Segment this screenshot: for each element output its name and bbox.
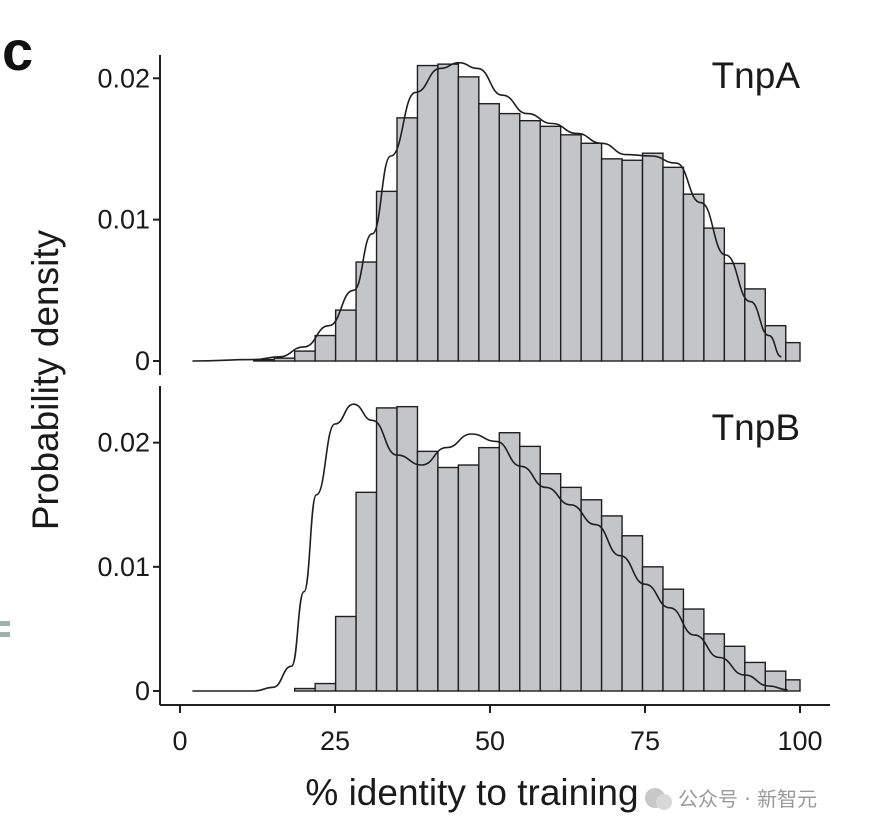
histogram-bar	[559, 134, 582, 362]
histogram-bar	[314, 334, 337, 362]
histogram-bar	[334, 615, 357, 692]
histogram-bar	[437, 63, 460, 362]
y-tick-label: 0	[135, 346, 150, 376]
y-axis-title: Probability density	[25, 229, 66, 530]
histogram-bar	[416, 64, 439, 362]
histogram-bar	[785, 679, 801, 692]
histogram-bar	[437, 466, 460, 692]
histogram-panel-tnpa: 0 0.01 0.02 TnpA	[97, 55, 801, 376]
histogram-bar	[682, 193, 705, 362]
histogram-bar	[334, 309, 357, 362]
histogram-bar	[641, 566, 664, 692]
y-tick-label: 0.02	[97, 428, 150, 458]
x-tick-label: 0	[172, 726, 187, 756]
density-curve	[192, 61, 782, 362]
histogram-bar	[764, 670, 787, 692]
histogram-bar	[662, 588, 685, 692]
histogram-bar	[294, 687, 316, 692]
histogram-bar	[600, 515, 623, 692]
histogram-bar	[539, 125, 562, 362]
histogram-bar	[662, 166, 685, 362]
histogram-bar	[559, 486, 582, 692]
panel-letter: c	[2, 19, 33, 82]
histogram-bar	[600, 158, 623, 362]
histogram-bar	[703, 227, 726, 362]
shared-x-axis: 0 25 50 75 100	[160, 704, 830, 756]
x-tick-label: 75	[630, 726, 660, 756]
watermark-text: 公众号 · 新智元	[678, 787, 817, 811]
histogram-panel-tnpb: 0 0.01 0.02 TnpB	[97, 386, 801, 706]
panel-title: TnpB	[712, 407, 800, 448]
x-tick-label: 25	[320, 726, 350, 756]
y-tick-label: 0	[135, 676, 150, 706]
histogram-bar	[539, 473, 562, 692]
density-curve	[192, 403, 788, 692]
histogram-bar	[314, 682, 337, 692]
y-tick-label: 0.01	[97, 552, 150, 582]
histogram-bar	[375, 190, 398, 362]
histogram-bar	[744, 288, 766, 362]
histogram-bar	[498, 112, 521, 362]
histogram-bar	[375, 407, 398, 692]
x-axis-title: % identity to training	[305, 772, 638, 813]
histogram-bar	[294, 350, 316, 362]
edge-mark-decoration	[0, 621, 10, 626]
histogram-bar	[641, 152, 664, 362]
panel-title: TnpA	[712, 55, 801, 96]
y-tick-label: 0.01	[97, 205, 150, 235]
watermark: 公众号 · 新智元	[645, 787, 817, 811]
histogram-bar	[519, 119, 541, 362]
histogram-bar	[498, 432, 521, 692]
histogram-bar	[273, 357, 296, 362]
histogram-bar	[478, 103, 500, 362]
histogram-bar	[355, 491, 378, 692]
y-tick-label: 0.02	[97, 63, 150, 93]
histogram-bar	[478, 446, 500, 692]
histogram-bar	[416, 450, 439, 692]
edge-mark-decoration	[0, 632, 10, 637]
histogram-bar	[457, 464, 480, 692]
histogram-bar	[457, 76, 480, 362]
histogram-bar	[764, 324, 787, 362]
histogram-bar	[744, 661, 766, 692]
histogram-bar	[621, 159, 644, 362]
x-tick-label: 100	[777, 726, 822, 756]
histogram-bar	[355, 261, 378, 362]
histogram-bar	[621, 535, 644, 692]
histogram-bar	[785, 341, 801, 362]
wechat-icon-secondary	[656, 794, 672, 810]
histogram-bar	[396, 405, 419, 692]
histogram-bar	[682, 608, 705, 692]
histogram-bar	[723, 262, 746, 362]
histogram-bar	[580, 499, 603, 692]
histogram-bar	[703, 633, 726, 692]
histogram-bar	[396, 117, 419, 362]
x-tick-label: 50	[475, 726, 505, 756]
histogram-bar	[580, 142, 603, 362]
